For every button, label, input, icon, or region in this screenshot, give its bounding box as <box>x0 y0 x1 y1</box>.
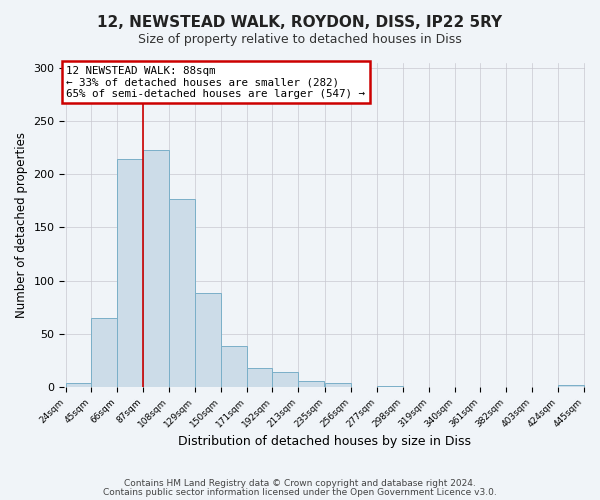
Bar <box>298 381 324 387</box>
Bar <box>272 372 298 387</box>
Text: 12 NEWSTEAD WALK: 88sqm
← 33% of detached houses are smaller (282)
65% of semi-d: 12 NEWSTEAD WALK: 88sqm ← 33% of detache… <box>66 66 365 99</box>
X-axis label: Distribution of detached houses by size in Diss: Distribution of detached houses by size … <box>178 434 471 448</box>
Text: 12, NEWSTEAD WALK, ROYDON, DISS, IP22 5RY: 12, NEWSTEAD WALK, ROYDON, DISS, IP22 5R… <box>97 15 503 30</box>
Bar <box>65 383 91 387</box>
Bar <box>325 383 351 387</box>
Bar <box>169 198 195 387</box>
Y-axis label: Number of detached properties: Number of detached properties <box>15 132 28 318</box>
Bar <box>118 160 143 387</box>
Bar <box>377 386 403 387</box>
Text: Contains public sector information licensed under the Open Government Licence v3: Contains public sector information licen… <box>103 488 497 497</box>
Bar <box>221 346 247 387</box>
Bar <box>247 368 272 387</box>
Text: Size of property relative to detached houses in Diss: Size of property relative to detached ho… <box>138 32 462 46</box>
Bar <box>143 150 169 387</box>
Text: Contains HM Land Registry data © Crown copyright and database right 2024.: Contains HM Land Registry data © Crown c… <box>124 478 476 488</box>
Bar <box>558 385 584 387</box>
Bar <box>195 294 221 387</box>
Bar <box>91 318 118 387</box>
